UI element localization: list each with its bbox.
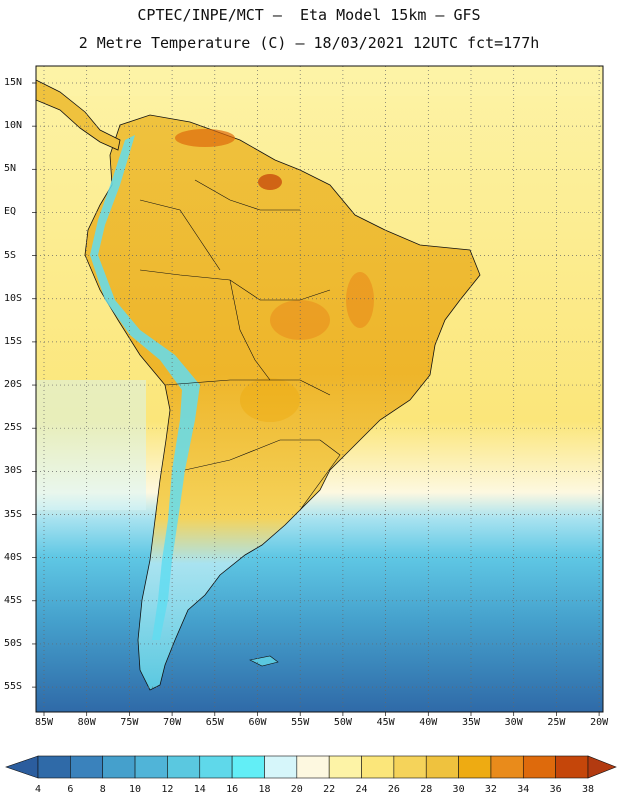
- colorbar-label: 6: [67, 784, 74, 795]
- colorbar-segment: [134, 755, 168, 779]
- lat-tick-label: 15N: [4, 77, 23, 88]
- colorbar-segment: [458, 755, 492, 779]
- lat-tick-label: 5N: [4, 163, 17, 175]
- colorbar-segment: [199, 755, 233, 779]
- lat-tick-label: 55S: [4, 681, 23, 693]
- lon-tick-label: 20W: [590, 717, 609, 728]
- colorbar-label: 8: [99, 784, 106, 795]
- pacific-cool-band: [36, 380, 146, 510]
- colorbar-label: 16: [226, 784, 239, 795]
- colorbar-label: 38: [581, 784, 595, 795]
- colorbar-label: 26: [387, 784, 400, 795]
- colorbar-segment: [70, 755, 104, 779]
- lat-tick-label: 15S: [4, 335, 23, 347]
- colorbar-segment: [37, 755, 71, 779]
- colorbar-segment: [328, 755, 362, 779]
- lat-tick-label: 5S: [4, 249, 17, 261]
- lon-tick-label: 75W: [120, 717, 139, 728]
- andes-cool-strip: [90, 135, 200, 640]
- colorbar-label: 18: [258, 784, 271, 795]
- map-area: [32, 65, 604, 716]
- colorbar-segment: [102, 755, 136, 779]
- chart-subtitle: 2 Metre Temperature (C) – 18/03/2021 12U…: [78, 34, 540, 52]
- colorbar-segment: [231, 755, 265, 779]
- hot-spot-venezuela: [175, 129, 235, 147]
- colorbar-segment: [264, 755, 298, 779]
- country-borders: [139, 179, 341, 511]
- lat-tick-label: 35S: [4, 508, 23, 520]
- colorbar-segment: [167, 755, 201, 779]
- lon-tick-label: 85W: [34, 717, 54, 728]
- colorbar-label: 32: [484, 784, 497, 795]
- lon-tick-label: 60W: [248, 717, 267, 728]
- colorbar-segment: [555, 755, 589, 779]
- colorbar-high-extension: [587, 755, 617, 779]
- lon-tick-label: 45W: [376, 717, 395, 728]
- lat-tick-label: 25S: [4, 422, 23, 434]
- map-border: [35, 65, 604, 713]
- colorbar-label: 14: [193, 784, 206, 795]
- lat-tick-label: EQ: [4, 206, 17, 218]
- colorbar-label: 24: [355, 784, 368, 795]
- colorbar-label: 28: [420, 784, 433, 795]
- hot-spot-brazil-west: [270, 300, 330, 340]
- lon-tick-label: 65W: [205, 717, 224, 728]
- lon-tick-label: 40W: [419, 717, 438, 728]
- colorbar-label: 4: [34, 784, 42, 795]
- colorbar-low-extension: [5, 755, 39, 779]
- lat-tick-label: 10S: [4, 292, 23, 304]
- colorbar-segment: [296, 755, 330, 779]
- lon-tick-label: 25W: [547, 717, 566, 728]
- lat-tick-label: 40S: [4, 551, 23, 563]
- lat-tick-label: 10N: [4, 120, 23, 132]
- colorbar-segment: [393, 755, 427, 779]
- lon-tick-label: 80W: [77, 717, 96, 728]
- hot-spot-paraguay: [240, 378, 300, 422]
- colorbar-label: 20: [290, 784, 303, 795]
- colorbar-segment: [361, 755, 395, 779]
- colorbar-label: 36: [549, 784, 562, 795]
- colorbar-segment: [425, 755, 459, 779]
- lon-tick-label: 30W: [504, 717, 523, 728]
- lat-tick-label: 45S: [4, 594, 23, 606]
- chart-title: CPTEC/INPE/MCT – Eta Model 15km – GFS: [137, 6, 481, 24]
- graticule: [32, 66, 603, 716]
- colorbar-label: 12: [161, 784, 174, 795]
- colorbar: [5, 755, 617, 779]
- falkland-islands: [249, 655, 279, 667]
- lat-tick-label: 20S: [4, 379, 23, 391]
- lon-tick-label: 70W: [163, 717, 182, 728]
- lat-tick-label: 30S: [4, 465, 23, 477]
- north-warm-band: [36, 66, 603, 96]
- colorbar-label: 30: [452, 784, 465, 795]
- lon-tick-label: 35W: [461, 717, 481, 728]
- lon-tick-label: 55W: [291, 717, 310, 728]
- colorbar-label: 34: [517, 784, 530, 795]
- hot-spot-brazil-central: [346, 272, 374, 328]
- hot-spot-guiana: [258, 174, 282, 190]
- colorbar-label: 10: [129, 784, 142, 795]
- colorbar-segment: [490, 755, 524, 779]
- lon-tick-label: 50W: [333, 717, 352, 728]
- colorbar-label: 22: [323, 784, 336, 795]
- colorbar-segment: [522, 755, 556, 779]
- central-america-land: [35, 79, 121, 151]
- lat-tick-label: 50S: [4, 637, 23, 649]
